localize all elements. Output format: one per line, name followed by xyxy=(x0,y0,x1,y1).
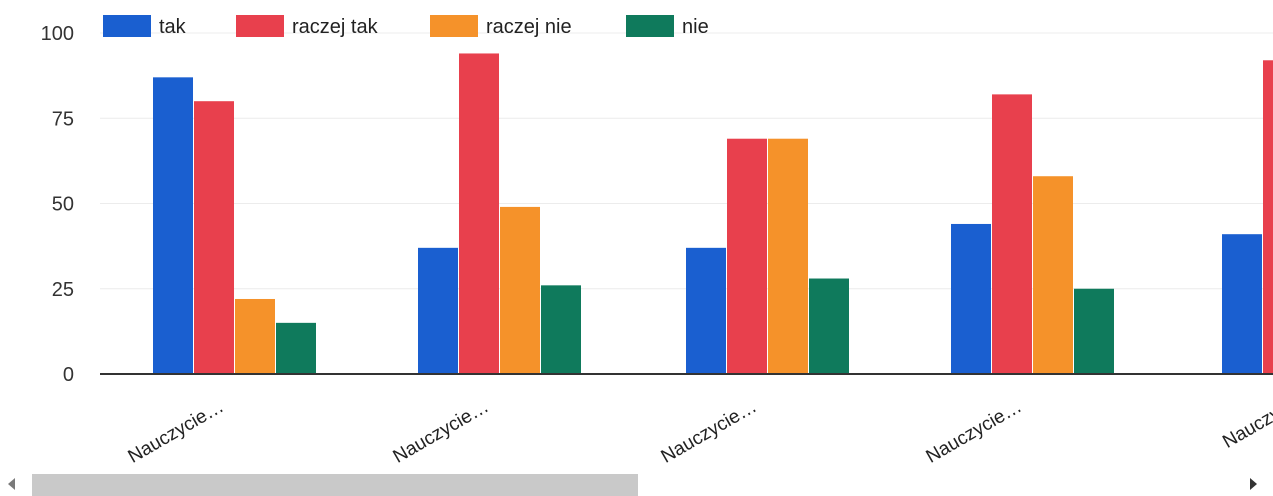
legend-swatch-tak xyxy=(103,15,151,37)
bar-raczej-nie xyxy=(768,138,808,374)
y-tick-label: 75 xyxy=(52,108,74,130)
bar-tak xyxy=(1222,234,1262,374)
y-tick-label: 25 xyxy=(52,279,74,301)
horizontal-scrollbar-thumb[interactable] xyxy=(32,474,638,496)
bar-tak xyxy=(951,223,991,374)
legend-label-raczej-nie: raczej nie xyxy=(486,16,572,38)
x-tick-label: Nauczycie… xyxy=(125,396,228,468)
legend-label-raczej-tak: raczej tak xyxy=(292,16,379,38)
legend-label-tak: tak xyxy=(159,16,187,38)
scroll-right-icon[interactable] xyxy=(1250,478,1257,490)
bar-raczej-tak xyxy=(194,101,234,374)
bar-raczej-nie xyxy=(1033,176,1073,374)
x-tick-label: Nauczycie… xyxy=(390,396,493,468)
bar-raczej-nie xyxy=(235,298,275,374)
bar-raczej-tak xyxy=(727,138,767,374)
y-tick-label: 0 xyxy=(63,364,74,386)
y-tick-label: 100 xyxy=(41,23,74,45)
bar-raczej-nie xyxy=(500,206,540,374)
legend-swatch-raczej-nie xyxy=(430,15,478,37)
legend-label-nie: nie xyxy=(682,16,709,38)
bar-raczej-tak xyxy=(1263,60,1273,374)
y-tick-label: 50 xyxy=(52,194,74,216)
bar-nie xyxy=(276,322,316,374)
scroll-left-icon[interactable] xyxy=(8,478,15,490)
x-tick-label: Nauczycie… xyxy=(658,396,761,468)
bar-tak xyxy=(153,77,193,374)
legend-swatch-raczej-tak xyxy=(236,15,284,37)
bar-raczej-tak xyxy=(992,94,1032,374)
bar-nie xyxy=(809,278,849,374)
legend-swatch-nie xyxy=(626,15,674,37)
bar-tak xyxy=(686,247,726,374)
bar-nie xyxy=(541,285,581,374)
bar-nie xyxy=(1074,288,1114,374)
x-tick-label: Nauczycie… xyxy=(923,396,1026,468)
bar-raczej-tak xyxy=(459,53,499,375)
bar-tak xyxy=(418,247,458,374)
x-tick-label: Nauczyci xyxy=(1219,396,1273,453)
